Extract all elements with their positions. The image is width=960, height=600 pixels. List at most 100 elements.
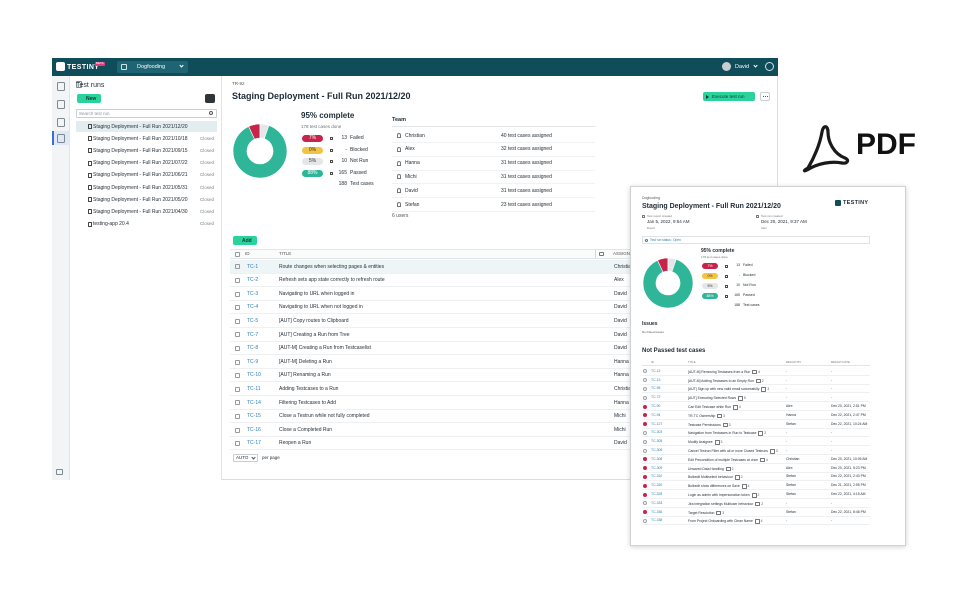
case-id[interactable]: TC-17	[247, 440, 261, 447]
table-row[interactable]	[230, 423, 778, 437]
team-name: Alex	[405, 146, 415, 153]
case-id[interactable]: TC-5	[247, 317, 259, 324]
progress-complete: 95% complete	[301, 111, 355, 120]
case-id[interactable]: TC-11	[247, 385, 261, 392]
case-id[interactable]: TC-14	[247, 399, 261, 406]
checkbox[interactable]	[235, 386, 240, 392]
pdf-row	[642, 385, 870, 394]
checkbox[interactable]	[235, 359, 240, 365]
case-id[interactable]: TC-4	[247, 304, 259, 311]
rail-icon[interactable]	[57, 118, 65, 127]
result-icon	[643, 369, 647, 374]
checkbox[interactable]	[235, 373, 240, 379]
status-label: Blocked	[350, 146, 368, 153]
checkbox[interactable]	[235, 345, 240, 351]
pdf-row	[642, 499, 870, 508]
table-row[interactable]	[230, 274, 778, 288]
help-icon[interactable]	[765, 62, 774, 71]
rail-icon[interactable]	[57, 134, 65, 143]
status-count: 165	[338, 169, 347, 176]
checkbox[interactable]	[235, 427, 240, 433]
status-count: 10	[736, 283, 740, 288]
project-select[interactable]	[117, 61, 188, 73]
more-button[interactable]	[760, 92, 770, 101]
case-id[interactable]: TC-3	[247, 290, 259, 297]
rail-collapse[interactable]	[56, 469, 63, 475]
comment-count: 3	[720, 440, 723, 445]
comment-icon	[760, 457, 766, 463]
checkbox[interactable]	[235, 318, 240, 324]
comment-header-icon	[599, 252, 604, 256]
case-assignee: David	[614, 290, 627, 297]
new-button[interactable]	[77, 94, 101, 103]
pdf-result-date: -	[831, 368, 833, 373]
run-status-icon	[645, 238, 648, 242]
pdf-case-title: TR-TC Ownership	[688, 413, 716, 418]
per-page-select[interactable]	[233, 454, 258, 462]
meta-icon	[642, 215, 645, 218]
checkbox[interactable]	[235, 251, 240, 257]
pdf-case-id: TC-338	[651, 518, 663, 523]
case-id[interactable]: TC-10	[247, 372, 261, 379]
column-divider	[595, 250, 596, 258]
case-id[interactable]: TC-15	[247, 413, 261, 420]
pdf-result-by: Alex	[786, 404, 793, 408]
result-icon	[643, 448, 647, 453]
status-pill: 88%	[302, 169, 323, 177]
sidebar-menu[interactable]	[205, 94, 215, 103]
checkbox[interactable]	[235, 264, 240, 270]
checkbox[interactable]	[235, 441, 240, 447]
checkbox[interactable]	[235, 291, 240, 297]
case-title: [AUT] Renaming a Run	[279, 372, 331, 379]
checkbox[interactable]	[235, 332, 240, 338]
checkbox[interactable]	[235, 305, 240, 311]
table-row[interactable]	[230, 328, 778, 342]
pdf-row	[642, 508, 870, 517]
add-button[interactable]	[233, 236, 257, 245]
case-id[interactable]: TC-16	[247, 426, 261, 433]
rail-icon[interactable]	[57, 82, 65, 91]
pdf-result-date: -	[831, 439, 833, 444]
run-icon	[88, 136, 92, 142]
case-id[interactable]: TC-7	[247, 331, 259, 338]
user-name[interactable]: David	[735, 63, 750, 70]
table-row[interactable]	[230, 437, 778, 451]
checkbox[interactable]	[235, 277, 240, 283]
pdf-case-title: From Project Onboarding with Clean Name	[688, 519, 753, 524]
result-icon	[643, 404, 647, 409]
table-row[interactable]	[230, 342, 778, 356]
search-icon	[209, 111, 213, 115]
case-title: [AUT-M] Creating a Run from Testcaselist	[279, 345, 371, 352]
result-icon	[643, 378, 647, 383]
pdf-title-cell: Target Resolution 3	[688, 510, 724, 516]
table-row[interactable]	[230, 382, 778, 396]
case-id[interactable]: TC-8	[247, 345, 259, 352]
table-row[interactable]	[230, 369, 778, 383]
run-status: Closed	[200, 135, 215, 141]
table-row[interactable]	[230, 287, 778, 301]
checkbox[interactable]	[235, 413, 240, 419]
checkbox[interactable]	[235, 400, 240, 406]
table-row[interactable]	[230, 396, 778, 410]
run-row[interactable]	[76, 121, 217, 132]
comment-icon	[761, 387, 767, 392]
search-input[interactable]	[76, 109, 217, 118]
issues-text: No linked issues	[642, 330, 664, 334]
pdf-case-title: Bulkedit Multiselect behaviour	[688, 475, 733, 480]
column-header: ID	[245, 251, 250, 256]
case-id[interactable]: TC-1	[247, 263, 259, 270]
pdf-title-cell: Cancel Testrun Filter with all or none C…	[688, 449, 778, 454]
table-row[interactable]	[230, 355, 778, 369]
case-id[interactable]: TC-9	[247, 358, 259, 365]
comment-icon	[717, 413, 723, 419]
status-label: Not Run	[743, 283, 756, 288]
comment-icon	[716, 510, 722, 516]
execute-button[interactable]	[703, 92, 755, 101]
result-icon	[643, 483, 647, 488]
table-row[interactable]	[230, 410, 778, 424]
rail-icon[interactable]	[57, 100, 65, 109]
case-id[interactable]: TC-2	[247, 277, 259, 284]
table-row[interactable]	[230, 301, 778, 315]
run-status-value: Open	[673, 237, 681, 242]
table-row[interactable]	[230, 314, 778, 328]
